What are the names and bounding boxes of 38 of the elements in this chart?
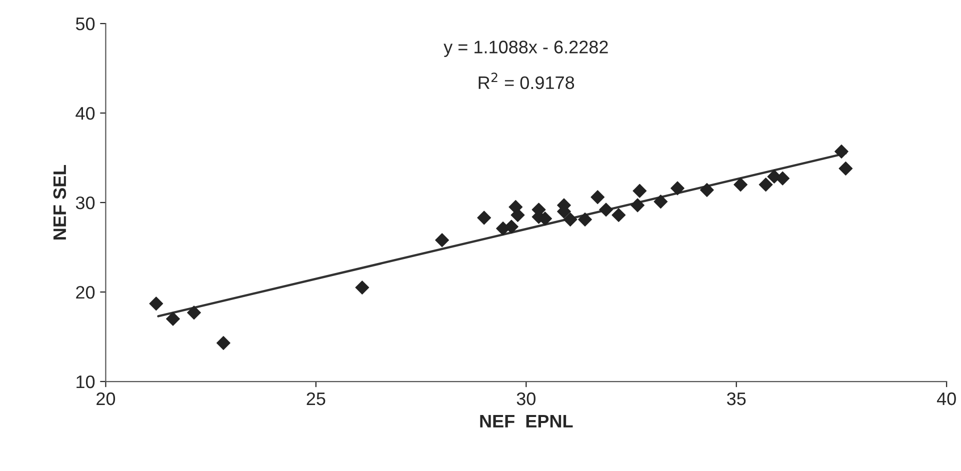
point xyxy=(776,171,790,186)
point xyxy=(734,178,748,192)
point xyxy=(563,212,578,226)
point xyxy=(670,181,684,196)
x-axis-title: NEF EPNL xyxy=(480,414,573,428)
point xyxy=(590,190,605,204)
point xyxy=(632,184,647,198)
x-tick-label: 20 xyxy=(96,392,116,406)
point xyxy=(504,220,518,234)
point xyxy=(166,312,180,326)
x-tick-label: 30 xyxy=(516,392,536,406)
y-tick-label: 10 xyxy=(76,375,95,388)
point xyxy=(838,162,853,176)
y-tick-label: 40 xyxy=(76,106,95,120)
point xyxy=(599,202,613,217)
point xyxy=(578,212,592,226)
point xyxy=(187,306,201,320)
point xyxy=(654,194,668,209)
y-tick-label: 30 xyxy=(76,196,95,210)
y-tick-label: 20 xyxy=(76,286,95,299)
x-tick-label: 25 xyxy=(306,392,326,406)
annotation: y = 1.1088x - 6.2282 xyxy=(444,40,608,58)
y-tick-label: 50 xyxy=(76,17,95,30)
point xyxy=(149,296,164,311)
point xyxy=(612,208,626,222)
point xyxy=(758,178,773,192)
point xyxy=(834,144,848,158)
y-axis-title: NEF SEL xyxy=(53,164,66,240)
annotation: R$^{2}$ = 0.9178 xyxy=(478,72,574,90)
point xyxy=(216,336,230,350)
point xyxy=(700,183,714,197)
point xyxy=(510,208,525,222)
x-tick-label: 40 xyxy=(936,392,956,406)
point xyxy=(355,280,370,295)
point xyxy=(435,233,450,248)
x-tick-label: 35 xyxy=(727,392,746,406)
point xyxy=(630,198,645,212)
point xyxy=(477,210,492,225)
